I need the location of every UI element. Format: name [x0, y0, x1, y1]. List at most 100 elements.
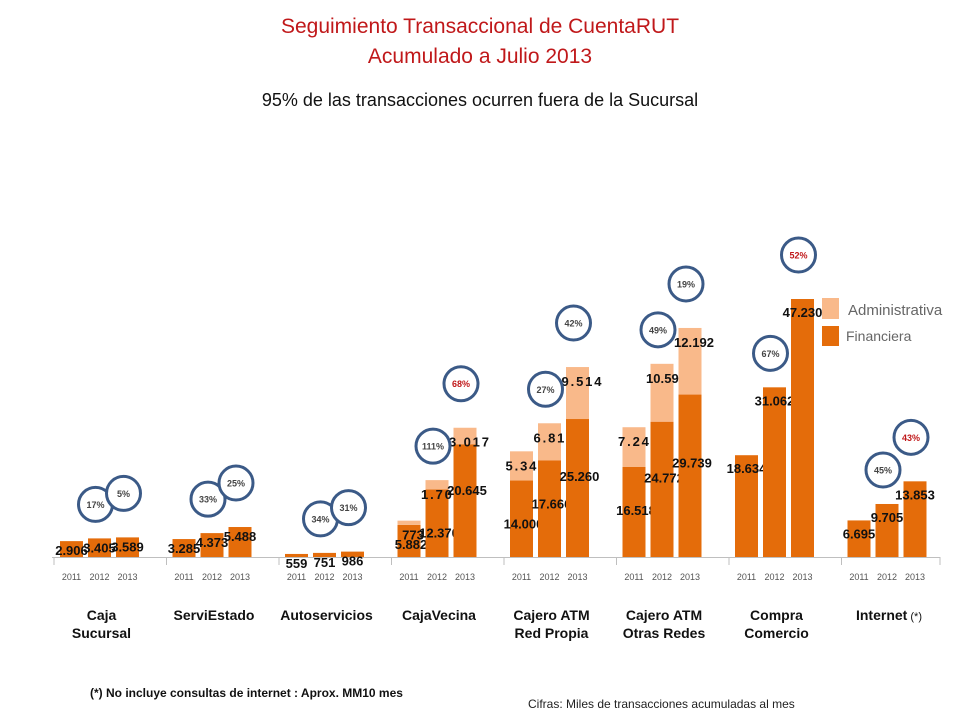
growth-percent-label: 19% [677, 279, 695, 289]
growth-circle [105, 474, 142, 512]
growth-circle [189, 480, 227, 518]
value-label-financiera: 3.285 [168, 541, 201, 556]
source-note: Cifras: Miles de transacciones acumulada… [528, 697, 795, 711]
value-label-administrativa: 5.346 [506, 458, 546, 473]
year-tick-label: 2012 [877, 572, 897, 582]
category-suffix: (*) [907, 611, 922, 623]
value-label-financiera: 47.230 [783, 305, 823, 320]
value-label-financiera: 3.405 [83, 540, 116, 555]
year-tick-label: 2011 [287, 572, 306, 582]
bar-financiera [116, 537, 139, 557]
bar-financiera [172, 539, 196, 557]
legend-label-financiera: Financiera [846, 328, 912, 344]
bar-administrativa [397, 520, 421, 525]
growth-percent-label: 42% [564, 319, 582, 329]
value-label-administrativa: 7.240 [618, 434, 658, 449]
value-label-financiera: 18.634 [727, 461, 768, 476]
value-label-financiera: 25.260 [560, 469, 600, 484]
value-label-administrativa: 1.705 [421, 487, 461, 502]
legend-label-administrativa: Administrativa [848, 302, 943, 319]
bar-financiera [650, 421, 674, 557]
category-name: CajaVecina [402, 607, 476, 623]
growth-percent-label: 27% [536, 385, 554, 395]
growth-percent-label: 5% [117, 489, 130, 499]
growth-percent-label: 33% [199, 495, 217, 505]
category-name: Cajero ATM [625, 607, 703, 623]
growth-percent-label: 49% [649, 325, 667, 335]
growth-percent-label: 45% [874, 465, 892, 475]
bar-financiera [453, 444, 477, 557]
growth-circle [752, 334, 789, 372]
category-label: Cajero ATM Red Propia [492, 606, 612, 642]
legend-swatch-financiera [822, 326, 839, 346]
value-label-financiera: 986 [342, 554, 364, 569]
growth-percent-label: 34% [311, 514, 329, 524]
year-tick-label: 2013 [567, 572, 587, 582]
value-label-financiera: 31.062 [755, 393, 795, 408]
growth-circle [527, 370, 564, 408]
chart-title: Seguimiento Transaccional de CuentaRUT [280, 15, 680, 38]
value-label-financiera: 17.666 [532, 496, 572, 511]
bar-financiera [875, 503, 899, 557]
year-tick-label: 2012 [539, 572, 559, 582]
bar-financiera [847, 520, 871, 557]
value-label-administrativa: 12.192 [674, 335, 714, 350]
year-tick-label: 2012 [427, 572, 447, 582]
bar-financiera [622, 466, 646, 557]
value-label-financiera: 12.370 [419, 525, 459, 540]
growth-circle [892, 418, 930, 456]
category-label: Cajero ATM Otras Redes [604, 606, 724, 642]
category-name-line2: Otras Redes [622, 625, 706, 641]
year-tick-label: 2012 [314, 572, 334, 582]
bar-financiera [425, 489, 449, 557]
value-label-financiera: 20.645 [447, 483, 487, 498]
value-label-financiera: 751 [314, 555, 336, 570]
bar-financiera [566, 419, 589, 557]
year-tick-label: 2012 [652, 572, 672, 582]
chart-subtitle-period: Acumulado a Julio 2013 [367, 45, 593, 68]
category-name: Caja [86, 607, 117, 623]
year-tick-label: 2011 [399, 572, 418, 582]
category-name-line2: Red Propia [514, 625, 589, 641]
category-name: Cajero ATM [513, 607, 590, 623]
growth-circle [639, 311, 677, 349]
value-label-financiera: 559 [286, 556, 308, 571]
category-name-line2: Sucursal [71, 625, 132, 641]
growth-circle [414, 427, 452, 465]
bar-financiera [228, 527, 252, 557]
bar-administrativa [538, 423, 561, 461]
bar-financiera [313, 552, 336, 557]
bar-financiera [538, 460, 561, 557]
year-tick-label: 2013 [117, 572, 137, 582]
category-label: Caja Sucursal [42, 606, 162, 642]
bar-administrativa [510, 451, 533, 481]
year-tick-label: 2012 [202, 572, 222, 582]
category-label: Internet (*) [829, 606, 949, 626]
bar-financiera [735, 455, 758, 557]
bar-financiera [397, 524, 421, 557]
value-label-financiera: 2.906 [55, 543, 88, 558]
value-label-financiera: 14.000 [504, 517, 544, 532]
value-label-administrativa: 773 [402, 528, 424, 543]
bar-administrativa [566, 367, 589, 420]
year-tick-label: 2012 [764, 572, 784, 582]
growth-percent-label: 68% [452, 379, 470, 389]
year-tick-label: 2012 [89, 572, 109, 582]
growth-circle [864, 451, 902, 489]
footnote: (*) No incluye consultas de internet : A… [90, 686, 403, 700]
growth-percent-label: 67% [761, 349, 779, 359]
value-label-administrativa: 9.514 [562, 374, 603, 389]
year-tick-label: 2011 [737, 572, 756, 582]
bar-financiera [791, 299, 814, 557]
bar-administrativa [650, 363, 674, 422]
value-label-financiera: 4.373 [196, 535, 229, 550]
value-label-financiera: 5.882 [395, 537, 428, 552]
bar-financiera [200, 533, 224, 557]
category-label: Autoservicios [267, 606, 387, 624]
value-label-financiera: 6.695 [843, 526, 876, 541]
growth-percent-label: 17% [86, 500, 104, 510]
bar-administrativa [425, 480, 449, 490]
year-tick-label: 2013 [455, 572, 475, 582]
value-label-administrativa: 3.017 [449, 435, 489, 450]
value-label-financiera: 29.739 [672, 456, 712, 471]
